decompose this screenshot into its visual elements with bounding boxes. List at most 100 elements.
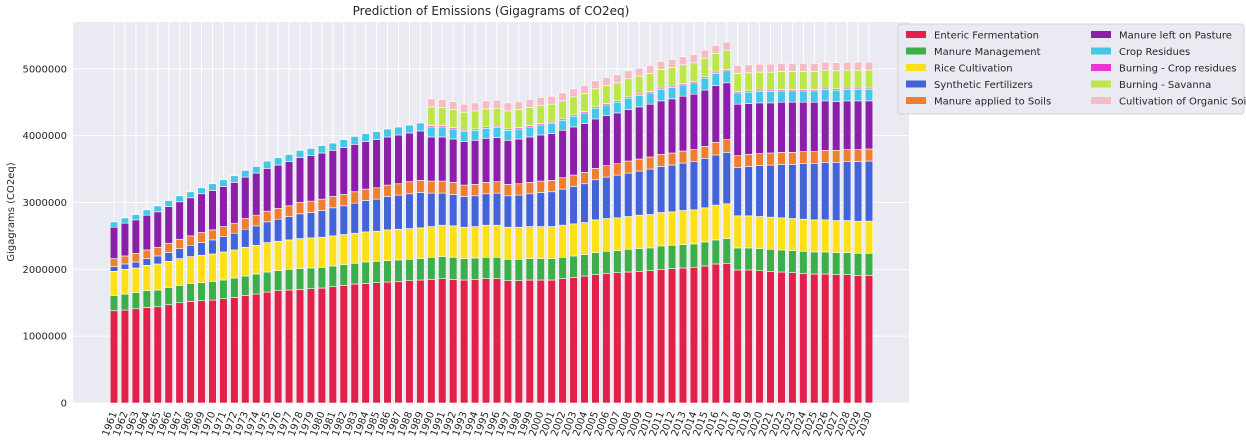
bar-segment	[624, 216, 633, 250]
bar-segment	[219, 186, 228, 227]
bar-segment	[492, 192, 502, 226]
bar-segment	[755, 71, 764, 91]
bar-segment	[328, 142, 337, 151]
chart-title: Prediction of Emissions (Gigagrams of CO…	[353, 4, 630, 18]
bar-segment	[678, 162, 688, 211]
bar-segment	[722, 82, 731, 140]
bar-segment	[678, 244, 688, 269]
bar-segment	[470, 102, 480, 112]
bar-segment	[361, 283, 370, 404]
bar-segment	[646, 270, 655, 404]
bar-segment	[799, 90, 808, 103]
bar-segment	[383, 281, 392, 404]
bar-segment	[317, 144, 327, 146]
bar-segment	[525, 193, 534, 227]
bar-segment	[788, 218, 797, 251]
bar-segment	[646, 214, 655, 249]
bar-segment	[700, 89, 709, 147]
y-tick-label: 0	[61, 399, 67, 410]
bar-segment	[109, 220, 119, 223]
bar-segment	[810, 251, 819, 275]
bar-segment	[667, 211, 677, 246]
bar-segment	[810, 90, 819, 103]
bar-segment	[547, 95, 556, 105]
bar-segment	[131, 219, 141, 254]
bar-segment	[832, 89, 841, 102]
bar-segment	[667, 268, 677, 404]
bar-segment	[328, 235, 337, 267]
bar-segment	[284, 289, 294, 404]
bar-segment	[230, 222, 239, 234]
bar-segment	[821, 162, 830, 221]
bar-segment	[810, 219, 819, 253]
bar-segment	[208, 190, 217, 231]
bar-segment	[175, 258, 184, 286]
bar-segment	[558, 129, 567, 179]
bar-segment	[667, 67, 677, 87]
bar-segment	[853, 149, 863, 163]
bar-segment	[405, 228, 414, 260]
legend-label: Manure left on Pasture	[1119, 31, 1232, 42]
bar-segment	[317, 152, 327, 200]
bar-segment	[755, 153, 764, 167]
bar-segment	[656, 89, 666, 102]
bar-segment	[274, 270, 283, 292]
bar-segment	[317, 287, 327, 404]
bar-segment	[569, 88, 578, 98]
bar-segment	[689, 149, 699, 163]
bar-segment	[722, 152, 731, 205]
bar-segment	[580, 275, 589, 404]
bar-segment	[263, 271, 272, 293]
bar-segment	[394, 194, 403, 230]
bar-segment	[635, 158, 644, 172]
bar-segment	[186, 235, 195, 246]
bar-segment	[350, 191, 359, 204]
bar-segment	[602, 250, 611, 274]
bar-segment	[416, 279, 425, 404]
bar-segment	[799, 151, 808, 165]
bar-segment	[186, 190, 195, 193]
bar-segment	[591, 252, 600, 275]
bar-segment	[777, 101, 786, 153]
y-axis-label: Gigagrams (CO2eq)	[6, 162, 17, 261]
bar-segment	[263, 210, 272, 223]
bar-segment	[733, 155, 742, 169]
bar-segment	[416, 122, 425, 132]
bar-segment	[810, 163, 819, 221]
bar-segment	[284, 154, 294, 162]
bar-segment	[427, 226, 436, 258]
bar-segment	[306, 267, 316, 289]
bar-segment	[777, 164, 786, 219]
bar-segment	[766, 271, 775, 404]
bar-segment	[449, 182, 458, 195]
legend-swatch	[906, 64, 926, 71]
bar-segment	[361, 133, 370, 142]
bar-segment	[164, 260, 173, 288]
bar-segment	[842, 161, 852, 221]
bar-segment	[405, 193, 414, 229]
bar-segment	[613, 174, 622, 219]
bar-segment	[263, 160, 272, 162]
bar-segment	[832, 252, 841, 275]
bar-segment	[230, 175, 239, 183]
bar-segment	[416, 227, 425, 259]
bar-segment	[449, 128, 458, 140]
bar-segment	[689, 93, 699, 150]
bar-segment	[372, 260, 381, 283]
bar-segment	[306, 200, 316, 213]
bar-segment	[164, 287, 173, 306]
bar-segment	[700, 158, 709, 209]
bar-segment	[405, 181, 414, 195]
y-tick-label: 4000000	[22, 131, 67, 142]
bar-segment	[241, 228, 250, 248]
bar-segment	[624, 248, 633, 273]
bar-segment	[842, 149, 852, 163]
bar-segment	[449, 109, 458, 128]
bar-segment	[547, 191, 556, 227]
bar-segment	[438, 99, 447, 108]
bar-segment	[514, 194, 523, 228]
x-axis-ticks: 1961196219631964196519661967196819691970…	[101, 410, 875, 438]
bar-segment	[755, 102, 764, 154]
bar-segment	[667, 98, 677, 154]
bar-segment	[460, 226, 469, 259]
